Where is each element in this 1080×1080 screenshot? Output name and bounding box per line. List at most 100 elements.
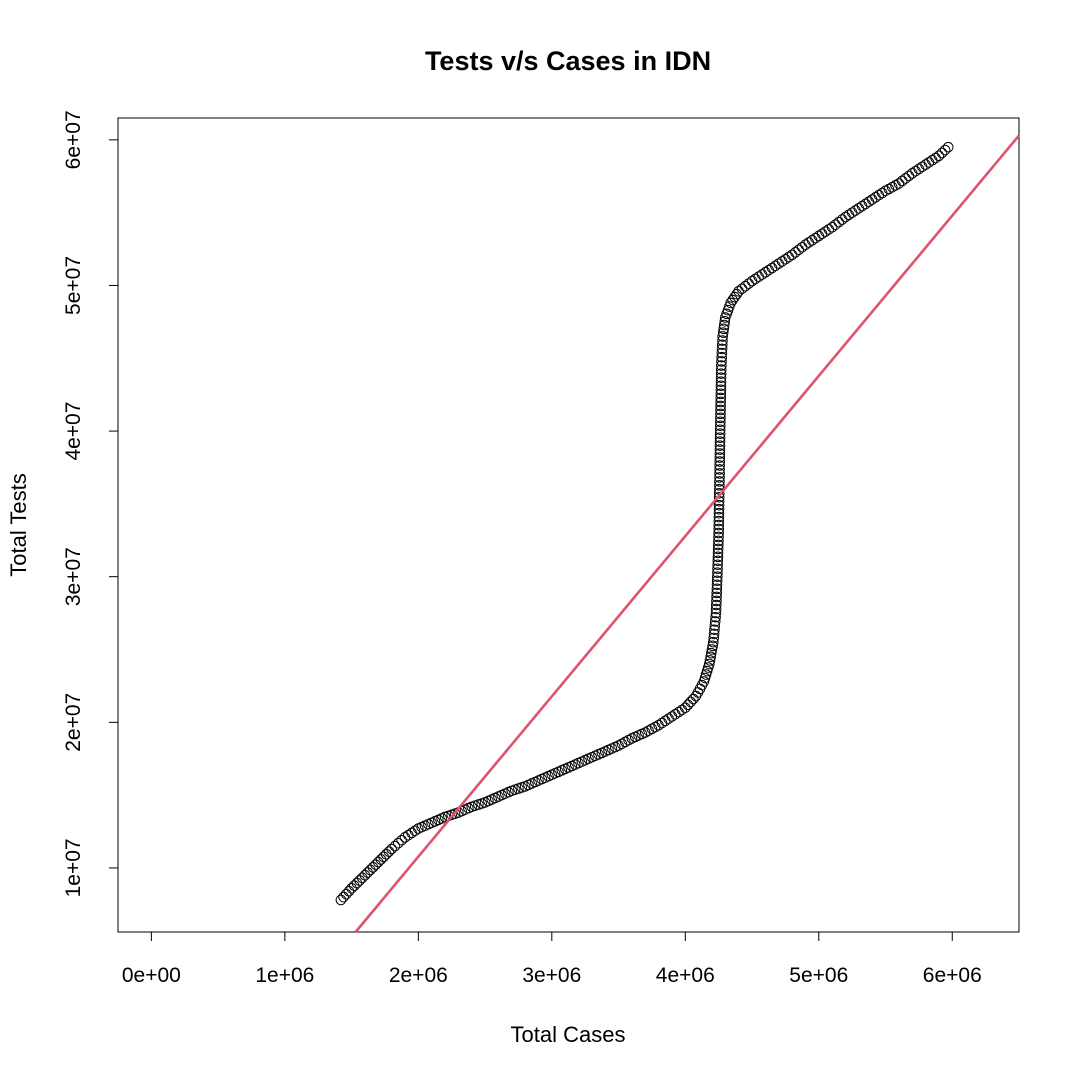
data-point [806,235,818,246]
data-point [705,651,716,663]
data-point [715,372,727,383]
data-point [370,859,381,871]
data-point [920,159,931,170]
data-point [896,175,908,187]
data-point [783,251,795,263]
data-point [906,168,918,179]
data-point [715,412,726,424]
data-point [692,687,704,698]
data-point [733,285,744,297]
data-point [939,144,951,156]
fit-line-group [354,134,1020,933]
y-tick-label: 1e+07 [62,838,85,897]
data-point [708,632,720,644]
data-point [710,611,721,623]
data-point [364,864,376,876]
data-point [708,636,719,648]
data-point [826,221,838,233]
data-point [669,709,681,720]
data-point [910,165,921,177]
data-point [873,189,885,201]
data-point [690,690,702,702]
data-point [810,232,821,244]
data-point [870,192,881,203]
data-point [715,384,727,396]
y-tick-label: 5e+07 [62,256,85,315]
data-point [685,696,696,708]
data-point [820,226,831,237]
data-point [793,244,805,256]
data-point [666,711,678,722]
data-point [850,205,861,216]
data-point [916,161,928,173]
data-point [942,141,954,153]
data-point [714,432,726,444]
data-point [729,291,740,303]
data-point [913,163,925,175]
data-point [372,856,384,868]
data-point [713,527,724,539]
data-point [713,488,725,499]
data-point [712,555,724,567]
data-point [712,547,724,559]
data-point [856,200,868,212]
data-point [711,575,723,587]
data-point [715,408,726,420]
data-point [367,862,379,873]
data-point [830,219,841,230]
data-point [716,351,728,363]
data-point [813,230,825,242]
data-point [712,567,723,579]
data-point [712,543,724,555]
data-point [715,420,726,432]
y-tick-label: 4e+07 [62,402,85,461]
data-point [716,339,728,351]
data-point [378,851,389,863]
y-tick-label: 6e+07 [62,110,85,169]
data-point [708,628,720,640]
data-point [409,825,421,837]
data-point [707,640,718,652]
data-point [715,404,726,416]
data-point [351,877,363,889]
x-tick-label: 1e+06 [255,964,314,987]
data-point [375,854,387,865]
data-point [714,444,726,455]
data-point [713,515,725,527]
data-point [796,241,808,253]
data-point [719,315,731,327]
data-point [715,380,727,392]
x-tick-label: 3e+06 [522,964,581,987]
data-point [710,607,722,619]
data-point [356,872,368,884]
data-point [933,150,945,162]
data-point [716,343,728,355]
data-point [713,523,725,535]
data-point [714,472,725,483]
data-point [711,579,723,591]
data-point [936,147,948,159]
data-point [713,503,725,515]
data-point [706,644,718,655]
data-point [715,364,727,375]
data-point [396,834,407,846]
data-point [853,202,865,214]
data-point [386,843,397,855]
y-tick-label: 2e+07 [62,693,85,752]
data-point [359,869,371,881]
data-point [659,715,671,727]
data-point [930,152,941,164]
data-point [786,249,798,261]
data-point [833,216,845,228]
data-point [750,273,761,285]
data-point [673,706,684,718]
data-point [780,253,791,265]
data-point [340,888,352,900]
data-point [663,713,674,724]
data-point [711,583,723,595]
data-point [348,880,360,891]
data-point [900,173,911,184]
data-point [715,400,726,412]
data-point [715,396,726,408]
